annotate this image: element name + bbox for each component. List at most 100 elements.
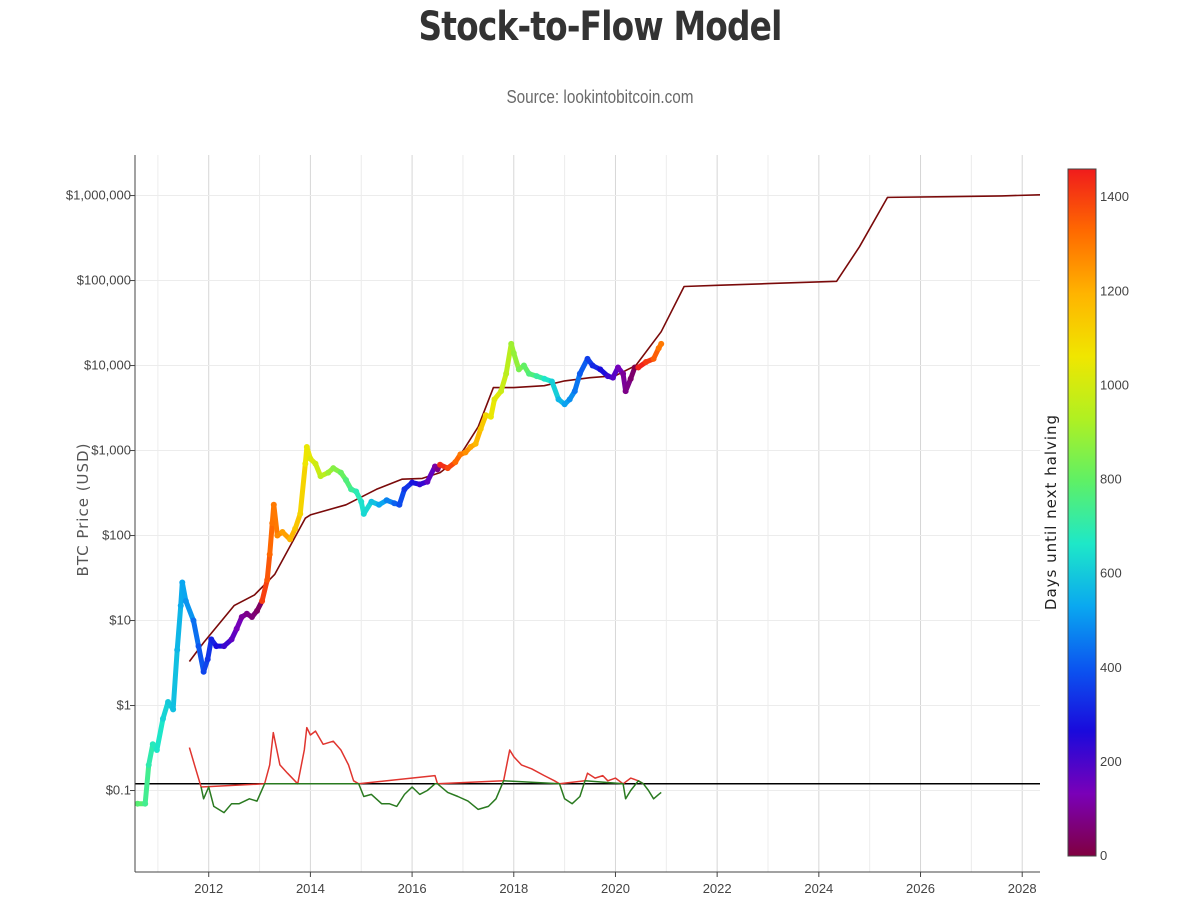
price-point [200,668,207,675]
price-point [620,370,627,377]
colorbar-tick-label: 1200 [1100,283,1129,298]
x-tick-label: 2020 [601,881,630,896]
price-point [254,607,261,614]
price-point [233,625,240,632]
price-point [134,800,141,807]
chart-subtitle: Source: lookintobitcoin.com [506,87,694,107]
y-tick-label: $1 [117,698,131,713]
colorbar-tick-label: 0 [1100,848,1107,863]
price-point [424,478,431,485]
price-point [503,370,510,377]
colorbar-tick-label: 1000 [1100,377,1129,392]
price-point [434,466,441,473]
price-point [526,370,533,377]
price-point [609,374,616,381]
price-point [650,355,657,362]
price-point [142,800,149,807]
ratio-line [200,780,662,814]
price-point [548,378,555,385]
grid-lines [135,155,1040,872]
colorbar-tick-label: 200 [1100,754,1122,769]
x-tick-label: 2022 [703,881,732,896]
price-segment [297,461,308,517]
price-point [342,477,349,484]
price-segment [498,371,509,394]
price-point [312,460,319,467]
price-segment [183,598,196,624]
price-segment [264,551,273,583]
x-tick-label: 2016 [398,881,427,896]
price-point [584,355,591,362]
y-tick-label: $10,000 [84,358,131,373]
price-point [396,501,403,508]
colorbar-title: Days until next halving [1042,414,1060,610]
price-point [642,359,649,366]
price-segment [190,618,202,649]
price-point [330,465,337,472]
price-point [376,501,383,508]
price-point [303,444,310,451]
price-point [159,715,166,722]
axes: 2012 2014 2016 2018 2020 2022 2024 2026 2028 $0.1… [66,155,1040,896]
price-point [401,486,408,493]
colorbar-tick-label: 800 [1100,472,1122,487]
price-point [391,500,398,507]
price-point [145,761,152,768]
colorbar-tick-label: 600 [1100,566,1122,581]
price-point [228,636,235,643]
price-segment [572,371,583,394]
price-point [635,364,642,371]
price-point [555,396,562,403]
colorbar-scale [1067,168,1097,857]
price-segment [549,378,562,402]
price-point [467,444,474,451]
x-tick-label: 2012 [194,881,223,896]
price-segment [179,580,189,604]
price-point [170,706,177,713]
price-point [292,525,299,532]
price-point [541,375,548,382]
colorbar-tick-label: 400 [1100,660,1122,675]
price-point [153,746,160,753]
price-point [279,529,286,536]
price-point [358,498,365,505]
price-point [416,481,423,488]
price-point [182,597,189,604]
price-point [561,401,568,408]
price-point [220,643,227,650]
price-point [266,551,273,558]
price-point [462,449,469,456]
price-point [348,486,355,493]
price-point [190,617,197,624]
price-point [589,362,596,369]
x-tick-label: 2028 [1008,881,1037,896]
ratio-line [188,726,644,788]
price-point [165,699,172,706]
price-point [622,388,629,395]
price-point [302,460,309,467]
price-point [238,614,245,621]
price-point [287,536,294,543]
colorbar-tick-label: 1400 [1100,189,1129,204]
price-point [491,396,498,403]
price-point [615,364,622,371]
price-point [604,373,611,380]
price-point [533,373,540,380]
y-tick-label: $0.1 [106,783,131,798]
x-tick-label: 2014 [296,881,325,896]
price-point [452,459,459,466]
price-point [437,461,444,468]
price-point [444,465,451,472]
price-point [353,488,360,495]
price-point [177,602,184,609]
y-tick-label: $100 [102,528,131,543]
price-point [477,425,484,432]
price-point [409,479,416,486]
price-segment [267,520,275,557]
series-layer [134,194,1041,814]
y-axis-title: BTC Price (USD) [74,443,92,577]
price-point [149,741,156,748]
price-point [297,510,304,517]
price-point [510,350,517,357]
price-point [597,366,604,373]
